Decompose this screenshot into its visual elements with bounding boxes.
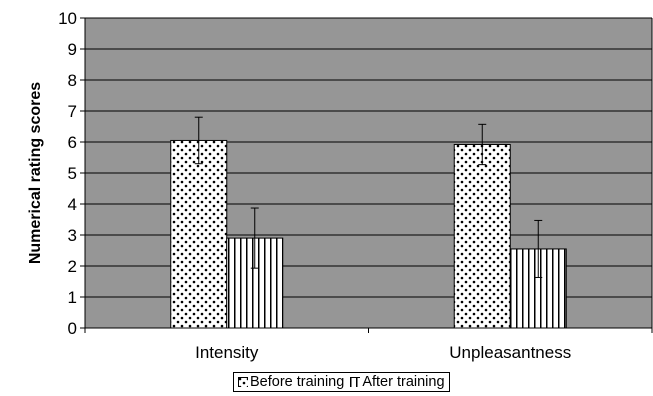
bar-dots-0 — [170, 139, 228, 329]
y-tick-label: 9 — [68, 40, 77, 59]
legend: Before training After training — [233, 372, 450, 392]
y-tick-label: 6 — [68, 133, 77, 152]
x-category-label: Intensity — [195, 343, 259, 362]
y-axis-label: Numerical rating scores — [27, 82, 44, 264]
y-tick-label: 7 — [68, 102, 77, 121]
y-tick-label: 4 — [68, 195, 77, 214]
legend-item: After training — [350, 374, 445, 390]
y-tick-label: 0 — [68, 319, 77, 338]
y-tick-labels: 0 1 2 3 4 5 6 7 8 9 10 — [58, 9, 77, 338]
legend-item: Before training — [238, 374, 344, 390]
legend-swatch-vertical-stripes — [350, 377, 361, 387]
bars-group — [170, 139, 567, 329]
y-tick-label: 10 — [58, 9, 77, 28]
legend-swatch-dots — [238, 377, 248, 387]
error-bars-group — [194, 116, 543, 278]
y-tick-label: 5 — [68, 164, 77, 183]
x-category-labels: Intensity Unpleasantness — [195, 343, 571, 362]
y-tick-label: 8 — [68, 71, 77, 90]
axes — [80, 17, 653, 333]
y-tick-label: 2 — [68, 257, 77, 276]
legend-label: After training — [362, 374, 445, 390]
x-category-label: Unpleasantness — [449, 343, 571, 362]
legend-label: Before training — [250, 374, 345, 390]
y-tick-label: 1 — [68, 288, 77, 307]
bar-dots-1 — [453, 143, 511, 329]
y-tick-label: 3 — [68, 226, 77, 245]
